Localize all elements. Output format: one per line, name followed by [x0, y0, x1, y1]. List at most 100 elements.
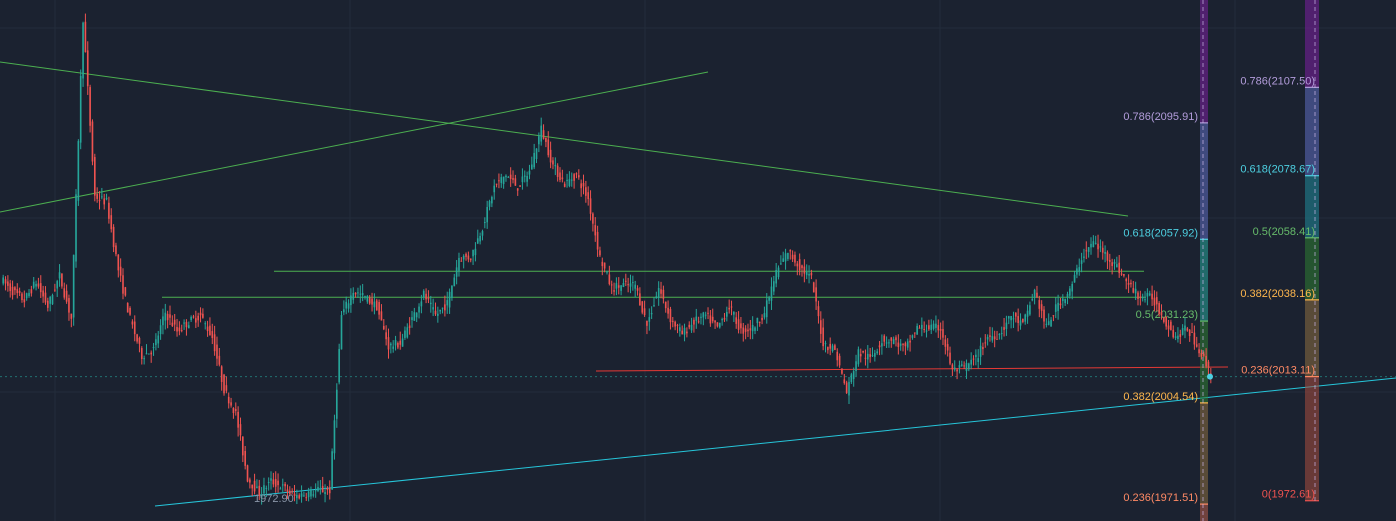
candle-body: [742, 327, 745, 334]
candle-body: [620, 285, 622, 291]
candle-body: [469, 258, 472, 261]
candle-body: [2, 277, 4, 284]
candle-body: [340, 315, 343, 350]
candle-body: [808, 273, 810, 276]
candle-body: [1111, 262, 1113, 267]
candle-body: [7, 281, 9, 286]
candle-body: [801, 265, 803, 269]
candle-body: [333, 420, 336, 454]
candle-body: [434, 310, 437, 315]
candle-body: [286, 489, 289, 493]
candle-body: [996, 338, 998, 340]
candle-body: [211, 331, 214, 338]
candle-body: [432, 307, 434, 310]
candle-body: [232, 408, 235, 414]
candle-body: [960, 364, 963, 366]
candle-body: [650, 313, 653, 315]
candle-body: [117, 254, 120, 271]
candle-body: [711, 316, 714, 322]
candle-body: [632, 282, 634, 284]
candle-body: [599, 250, 601, 256]
candle-body: [484, 222, 486, 224]
candle-body: [683, 327, 686, 335]
candle-body: [838, 355, 841, 366]
candle-body: [1036, 292, 1038, 298]
candle-body: [14, 287, 16, 291]
candle-body: [906, 341, 909, 348]
candle-body: [662, 289, 665, 299]
candle-body: [35, 283, 37, 287]
candle-body: [380, 311, 383, 321]
support-trendline-cyan: [154, 377, 1396, 507]
candle-body: [772, 281, 775, 292]
candle-body: [972, 358, 975, 360]
candle-body: [1144, 299, 1146, 301]
candle-body: [345, 301, 348, 309]
candle-body: [892, 339, 895, 345]
candle-body: [803, 266, 806, 274]
candle-body: [300, 493, 303, 497]
candle-body: [883, 335, 886, 342]
candle-body: [178, 327, 181, 332]
candle-body: [538, 136, 540, 145]
candle-body: [401, 338, 404, 347]
candle-body: [624, 280, 627, 282]
candle-body: [845, 382, 848, 393]
fib1-band: [1200, 0, 1208, 123]
candle-body: [1207, 361, 1210, 368]
candle-body: [1040, 304, 1043, 311]
candle-body: [408, 325, 411, 329]
candle-body: [770, 286, 773, 301]
candle-body: [361, 292, 364, 296]
candle-body: [627, 284, 629, 286]
candle-body: [21, 293, 23, 301]
candle-body: [545, 137, 547, 142]
candle-body: [594, 225, 597, 236]
candle-body: [321, 486, 324, 493]
candle-body: [486, 207, 488, 223]
candle-body: [646, 320, 648, 326]
candle-body: [1132, 288, 1135, 293]
candle-body: [939, 329, 942, 331]
candle-body: [596, 231, 599, 250]
candle-body: [923, 328, 926, 330]
candle-body: [138, 337, 141, 344]
candle-body: [251, 484, 254, 489]
candle-body: [775, 270, 777, 284]
candle-body: [601, 261, 604, 267]
candle-body: [1167, 325, 1170, 330]
candle-body: [239, 424, 242, 436]
candle-body: [166, 313, 169, 321]
candle-body: [180, 330, 183, 332]
candle-body: [1148, 293, 1151, 296]
candle-body: [829, 343, 832, 349]
candle-body: [68, 298, 70, 313]
candle-body: [1083, 256, 1085, 258]
candle-body: [288, 490, 291, 494]
candle-body: [155, 339, 157, 346]
candle-body: [185, 322, 188, 328]
candle-body: [1090, 243, 1092, 248]
candle-body: [44, 292, 47, 303]
candle-body: [164, 312, 167, 321]
candle-body: [653, 305, 655, 307]
candle-body: [758, 321, 761, 323]
candle-body: [686, 331, 688, 334]
candle-body: [984, 342, 987, 344]
candle-body: [561, 177, 564, 180]
candle-body: [608, 274, 611, 284]
candle-body: [1017, 316, 1019, 323]
candle-body: [1116, 264, 1118, 268]
candle-body: [587, 192, 590, 200]
candle-body: [850, 374, 853, 383]
candle-body: [702, 312, 705, 318]
candle-body: [693, 319, 695, 325]
candle-body: [206, 326, 209, 332]
candle-body: [124, 287, 127, 296]
candle-body: [197, 315, 200, 321]
candle-body: [328, 487, 331, 494]
fib2-band: [1305, 0, 1319, 88]
candle-body: [385, 332, 387, 340]
candle-body: [735, 317, 738, 324]
candle-body: [577, 175, 580, 178]
